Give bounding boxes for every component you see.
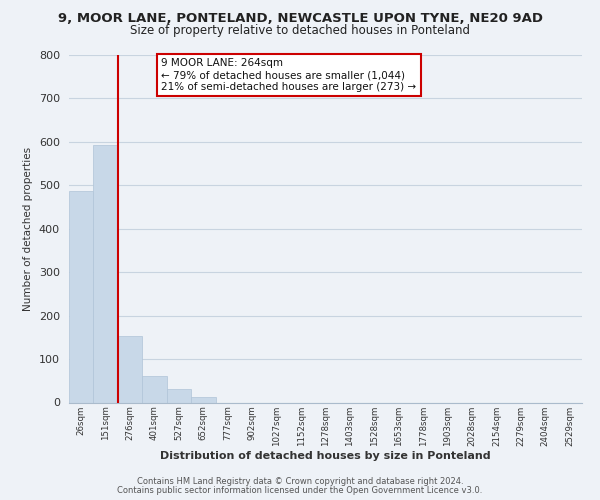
Text: 9, MOOR LANE, PONTELAND, NEWCASTLE UPON TYNE, NE20 9AD: 9, MOOR LANE, PONTELAND, NEWCASTLE UPON … (58, 12, 542, 26)
Bar (69, 191, 94, 402)
Bar (191, 398, 215, 402)
X-axis label: Distribution of detached houses by size in Ponteland: Distribution of detached houses by size … (160, 451, 491, 461)
Text: Contains HM Land Registry data © Crown copyright and database right 2024.: Contains HM Land Registry data © Crown c… (137, 477, 463, 486)
Bar (142, 376, 167, 402)
Bar (94, 145, 118, 403)
Y-axis label: Number of detached properties: Number of detached properties (23, 146, 33, 311)
Text: Contains public sector information licensed under the Open Government Licence v3: Contains public sector information licen… (118, 486, 482, 495)
Bar (167, 388, 191, 402)
Bar (118, 336, 142, 402)
Text: Size of property relative to detached houses in Ponteland: Size of property relative to detached ho… (130, 24, 470, 37)
Text: 9 MOOR LANE: 264sqm
← 79% of detached houses are smaller (1,044)
21% of semi-det: 9 MOOR LANE: 264sqm ← 79% of detached ho… (161, 58, 416, 92)
